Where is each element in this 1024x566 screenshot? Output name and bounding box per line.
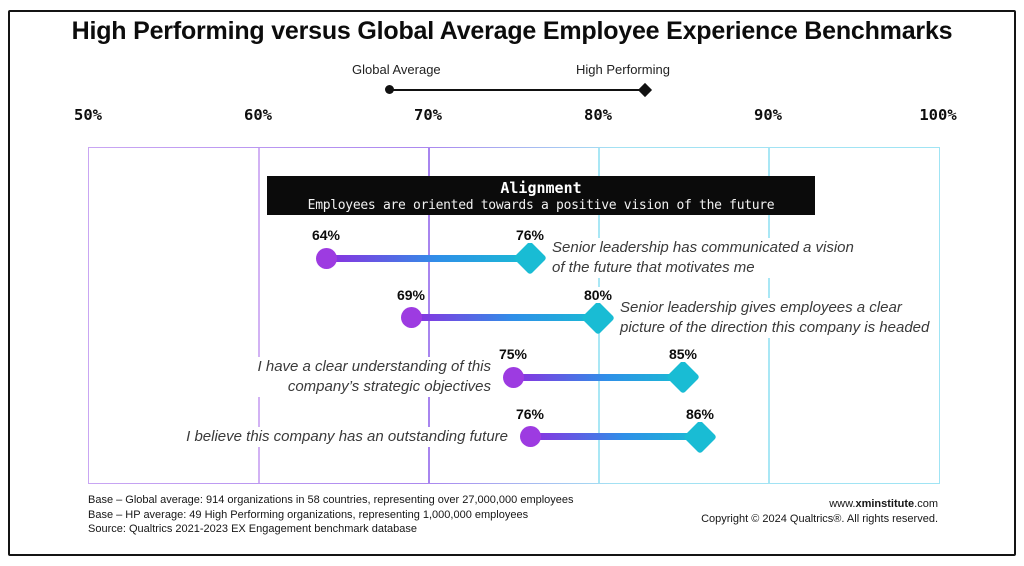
- connector-line: [513, 373, 683, 381]
- connector-line: [326, 254, 530, 262]
- copyright-line: Copyright © 2024 Qualtrics®. All rights …: [701, 513, 938, 526]
- connector-line: [530, 433, 700, 441]
- website-bold: xminstitute: [855, 498, 915, 510]
- row-label: Senior leadership gives employees a clea…: [617, 297, 933, 338]
- global-average-value: 64%: [309, 227, 343, 243]
- legend-high-performing-label: High Performing: [576, 62, 670, 77]
- row-label-line: I have a clear understanding of this: [257, 358, 491, 376]
- row-label-line: I believe this company has an outstandin…: [186, 427, 508, 445]
- legend-global-average-label: Global Average: [352, 62, 441, 77]
- chart-title: High Performing versus Global Average Em…: [71, 17, 953, 45]
- legend-line: [389, 89, 645, 91]
- footer-source: Source: Qualtrics 2021-2023 EX Engagemen…: [88, 523, 417, 536]
- footer-branding: www.xminstitute.com Copyright © 2024 Qua…: [701, 497, 938, 528]
- legend-diamond-icon: [637, 82, 653, 98]
- footer-base-global: Base – Global average: 914 organizations…: [88, 494, 574, 506]
- high-performing-value: 80%: [581, 286, 615, 303]
- connector-line: [411, 314, 598, 322]
- row-label: I have a clear understanding of this comp…: [254, 357, 494, 398]
- global-average-marker: [502, 366, 524, 388]
- row-label-line: Senior leadership has communicated a vis…: [552, 239, 854, 256]
- row-label: Senior leadership has communicated a vis…: [549, 238, 857, 278]
- gridline: [258, 148, 260, 483]
- footer-notes: Base – Global average: 914 organizations…: [88, 493, 574, 537]
- category-banner-subtitle: Employees are oriented towards a positiv…: [307, 198, 775, 213]
- footer-base-hp: Base – HP average: 49 High Performing or…: [88, 508, 529, 521]
- axis-tick: 90%: [754, 106, 782, 124]
- axis-tick: 60%: [244, 106, 272, 124]
- legend-circle-icon: [385, 85, 394, 94]
- global-average-value: 75%: [496, 346, 530, 363]
- row-label-line: of the future that motivates me: [552, 259, 755, 276]
- global-average-value: 76%: [513, 405, 547, 422]
- category-banner-title: Alignment: [500, 179, 582, 197]
- global-average-marker: [519, 426, 541, 448]
- axis-tick: 100%: [919, 106, 957, 124]
- row-label-line: Senior leadership gives employees a clea…: [620, 298, 902, 316]
- global-average-marker: [400, 307, 422, 329]
- website-line: www.xminstitute.com: [829, 498, 938, 510]
- row-label-line: company’s strategic objectives: [287, 378, 491, 396]
- axis-tick: 80%: [584, 106, 612, 124]
- row-label: I believe this company has an outstandin…: [183, 426, 511, 447]
- high-performing-value: 86%: [683, 405, 717, 422]
- category-banner: Alignment Employees are oriented towards…: [267, 176, 815, 215]
- global-average-value: 69%: [394, 286, 428, 303]
- high-performing-value: 76%: [513, 227, 547, 243]
- axis-tick: 70%: [414, 106, 442, 124]
- axis-tick: 50%: [74, 106, 102, 124]
- row-label-line: picture of the direction this company is…: [620, 318, 930, 336]
- high-performing-value: 85%: [666, 346, 700, 363]
- global-average-marker: [315, 247, 337, 269]
